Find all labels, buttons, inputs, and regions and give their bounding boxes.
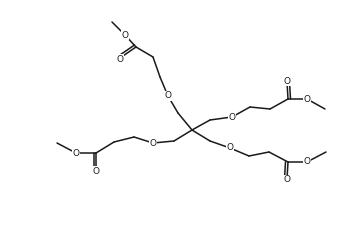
Text: O: O <box>284 76 290 85</box>
Text: O: O <box>149 139 157 148</box>
Text: O: O <box>117 55 123 63</box>
Text: O: O <box>303 157 311 167</box>
Text: O: O <box>164 92 172 101</box>
Text: O: O <box>93 167 99 176</box>
Text: O: O <box>73 148 79 157</box>
Text: O: O <box>227 143 233 152</box>
Text: O: O <box>121 30 129 39</box>
Text: O: O <box>303 94 311 104</box>
Text: O: O <box>284 176 290 185</box>
Text: O: O <box>228 113 236 122</box>
